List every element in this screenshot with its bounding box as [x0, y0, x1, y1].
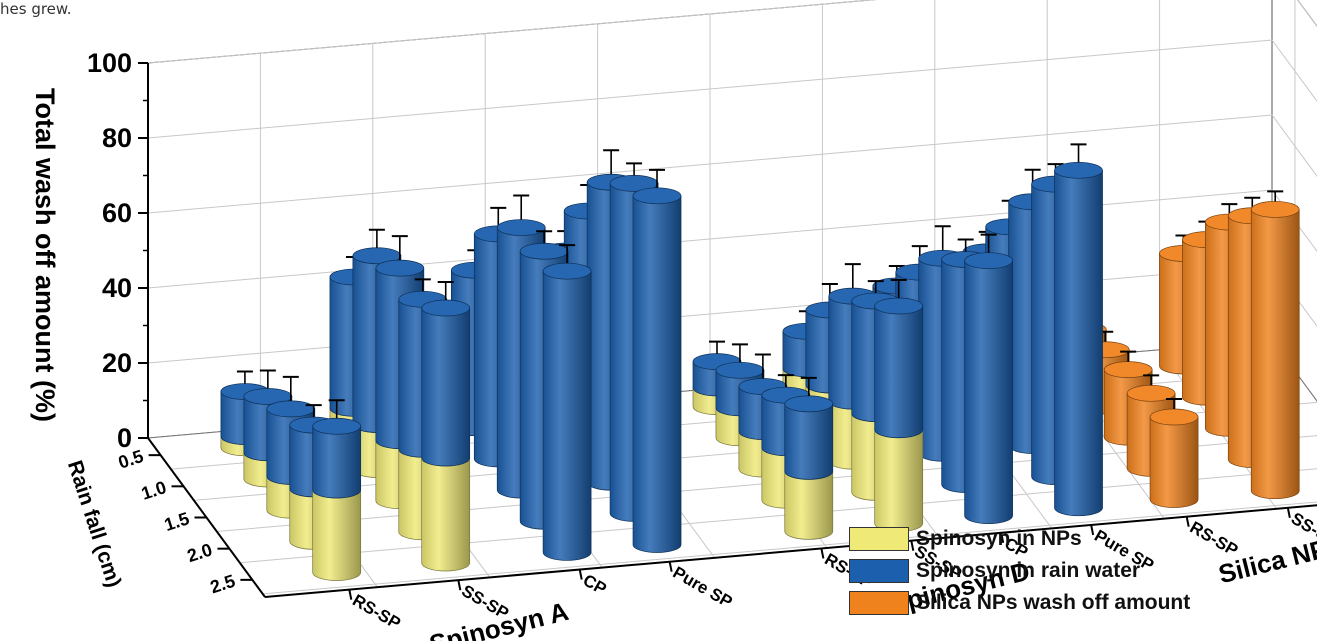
z-tick-label: 2.5	[208, 571, 238, 598]
error-bar	[437, 280, 454, 300]
z-axis-title: Rain fall (cm)	[63, 458, 126, 591]
error-bar	[1120, 350, 1137, 362]
error-bar	[754, 353, 771, 379]
y-tick-label: 40	[102, 273, 132, 303]
error-bar	[305, 404, 322, 418]
legend-swatch-silica	[849, 591, 909, 615]
x-tick-label: RS-SP	[1187, 518, 1242, 560]
x-tick	[1000, 532, 1005, 544]
legend-item-nps: Spinosyn in NPs	[849, 524, 1190, 554]
error-bar	[1221, 203, 1238, 215]
error-bar	[934, 225, 951, 251]
error-bar	[867, 280, 884, 294]
y-tick-label: 80	[102, 123, 132, 153]
error-bar	[844, 263, 861, 289]
error-bar	[777, 374, 794, 388]
error-bar	[368, 228, 385, 248]
error-bar	[980, 233, 997, 253]
x-tick-label: RS-SP	[349, 591, 404, 633]
x-tick	[668, 561, 673, 572]
error-bar	[490, 206, 507, 226]
bar-rain	[784, 395, 834, 480]
error-bar	[1070, 143, 1087, 163]
y-axis-title: Total wash off amount (%)	[30, 88, 60, 422]
error-bar	[1267, 190, 1284, 202]
error-bar	[708, 340, 725, 354]
bar-nps	[874, 421, 924, 532]
error-bar	[800, 376, 817, 396]
error-bar	[559, 244, 576, 264]
error-bar	[513, 194, 530, 220]
x-tick	[820, 548, 825, 559]
error-bar	[1143, 374, 1160, 386]
legend-swatch-rain	[849, 559, 909, 583]
bar-rain	[542, 262, 592, 561]
bar-rain	[874, 297, 924, 439]
legend-item-rain: Spinosyn in rain water	[849, 556, 1190, 586]
bars	[220, 143, 1300, 581]
x-tick	[1286, 507, 1291, 519]
x-tick-label: Pure SP	[670, 563, 736, 612]
error-bar	[649, 168, 666, 188]
y-tick-label: 100	[87, 48, 132, 78]
x-tick	[1185, 516, 1190, 527]
legend-label-silica: Silica NPs wash off amount	[916, 591, 1191, 614]
error-bar	[1166, 397, 1183, 409]
bar-silica	[1250, 201, 1300, 499]
bar-silica	[1149, 408, 1199, 508]
error-bar	[391, 235, 408, 261]
bar-rain	[632, 187, 682, 553]
x-tick	[457, 579, 462, 591]
error-bar	[259, 369, 276, 389]
z-tick-label: 2.0	[185, 539, 215, 566]
error-bar	[536, 230, 553, 244]
gridline-side	[1271, 114, 1317, 177]
error-bar	[328, 399, 345, 419]
error-bar	[236, 370, 253, 384]
x-tick	[1090, 524, 1095, 536]
error-bar	[603, 149, 620, 175]
x-axis-line	[264, 504, 1317, 598]
x-tick	[910, 540, 915, 551]
floor-gridline	[262, 501, 1317, 595]
x-tick-label: CP	[580, 571, 610, 599]
x-tick	[578, 569, 583, 580]
bar-rain	[964, 252, 1013, 524]
error-bar	[282, 375, 299, 401]
bar-rain	[421, 299, 471, 467]
bar-rain	[1054, 161, 1103, 517]
error-bar	[626, 162, 643, 176]
bar-rain	[312, 417, 362, 499]
error-bar	[731, 343, 748, 363]
z-tick-label: 1.0	[139, 477, 169, 504]
gridline-side	[1271, 39, 1317, 102]
y-tick-label: 20	[102, 348, 132, 378]
error-bar	[957, 238, 974, 252]
caption-fragment: hes grew.	[0, 0, 72, 18]
error-bar	[1244, 196, 1261, 208]
z-tick-label: 1.5	[162, 508, 192, 535]
legend-item-silica: Silica NPs wash off amount	[849, 588, 1190, 618]
legend-swatch-nps	[849, 527, 909, 551]
x-tick	[348, 589, 353, 600]
y-tick-label: 0	[117, 423, 132, 453]
error-bar	[414, 278, 431, 292]
legend: Spinosyn in NPs Spinosyn in rain water S…	[849, 524, 1190, 620]
bar-nps	[421, 449, 471, 572]
legend-label-rain: Spinosyn in rain water	[916, 559, 1141, 582]
error-bar	[890, 279, 907, 299]
y-tick-label: 60	[102, 198, 132, 228]
legend-label-nps: Spinosyn in NPs	[916, 527, 1082, 550]
